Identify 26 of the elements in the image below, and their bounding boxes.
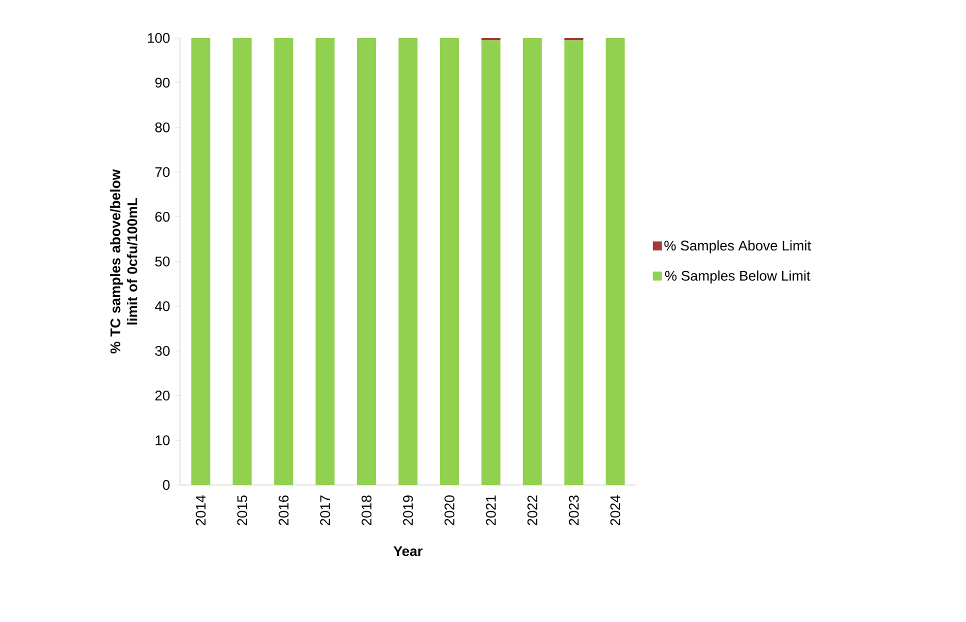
y-tick-label: 20 [155, 390, 170, 401]
legend-label: % Samples Below Limit [665, 270, 810, 284]
x-tick-label: 2018 [362, 495, 372, 526]
y-tick-label: 10 [156, 435, 170, 446]
y-tick-label: 80 [155, 122, 170, 132]
y-axis-title: % TC samples above/below limit of 0cfu/100mL [110, 169, 138, 354]
legend-label: % Samples Above Limit [664, 240, 812, 254]
y-tick-label: 90 [155, 78, 170, 88]
x-tick-label: 2016 [278, 495, 289, 526]
y-tick-label: 30 [155, 346, 170, 356]
x-tick-label: 2021 [486, 496, 496, 526]
x-tick-label: 2023 [568, 495, 579, 526]
x-tick-label: 2014 [196, 495, 206, 526]
x-tick-label: 2017 [320, 496, 330, 526]
x-axis-title: Year [394, 546, 423, 556]
y-tick-label: 0 [162, 480, 170, 490]
y-tick-label: 60 [155, 212, 170, 222]
y-tick-label: 40 [154, 301, 170, 312]
y-tick-label: 70 [155, 167, 170, 178]
y-tick-label: 50 [155, 256, 170, 266]
x-tick-label: 2015 [237, 495, 248, 526]
x-tick-label: 2020 [444, 495, 454, 526]
x-tick-label: 2024 [610, 495, 620, 526]
y-tick-label: 100 [148, 33, 170, 43]
x-tick-label: 2019 [403, 496, 413, 526]
x-tick-label: 2022 [527, 496, 538, 526]
